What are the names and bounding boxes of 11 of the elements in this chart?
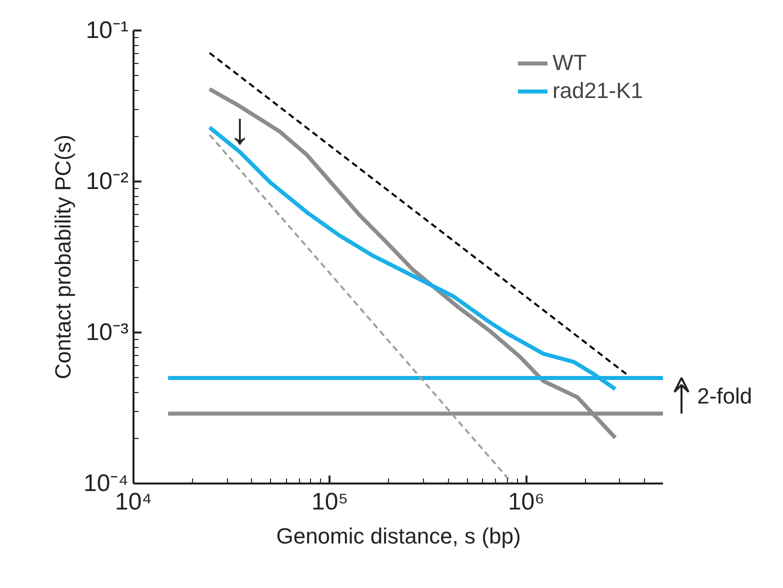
annotation: ↓ (228, 104, 251, 154)
x-axis-title: Genomic distance, s (bp) (276, 524, 521, 548)
y-axis-title: Contact probability PC(s) (50, 134, 76, 380)
legend-label: rad21-K1 (552, 78, 643, 104)
y-tick-label: 10⁻¹ (86, 17, 129, 44)
x-tick-label: 10⁵ (312, 488, 348, 516)
legend-label: WT (552, 50, 587, 76)
y-tick-label: 10⁻² (86, 168, 129, 195)
x-tick-label: 10⁶ (508, 488, 545, 516)
text: 2-fold (697, 383, 752, 408)
y-tick-label: 10⁻³ (86, 319, 129, 346)
